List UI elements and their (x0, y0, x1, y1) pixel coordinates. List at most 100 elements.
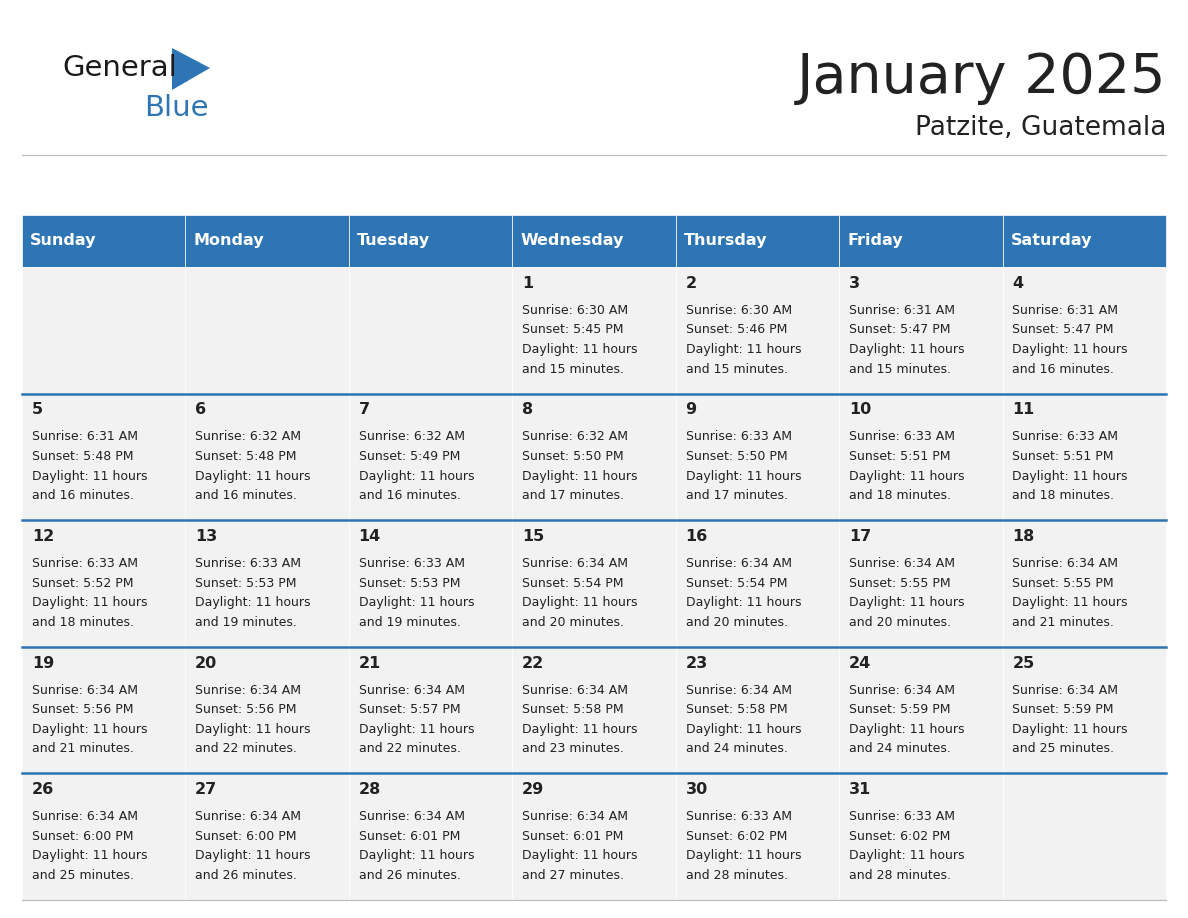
Text: Daylight: 11 hours: Daylight: 11 hours (32, 470, 147, 483)
Bar (1003, 394, 1165, 521)
Text: and 16 minutes.: and 16 minutes. (32, 489, 134, 502)
Text: Sunrise: 6:32 AM: Sunrise: 6:32 AM (195, 431, 302, 443)
Bar (512, 647, 676, 773)
Text: 16: 16 (685, 529, 708, 544)
Text: Sunset: 6:00 PM: Sunset: 6:00 PM (195, 830, 297, 843)
Text: 18: 18 (1012, 529, 1035, 544)
Text: Sunrise: 6:33 AM: Sunrise: 6:33 AM (849, 810, 955, 823)
Bar (839, 647, 1003, 773)
Text: Sunrise: 6:34 AM: Sunrise: 6:34 AM (32, 684, 138, 697)
Text: Sunday: Sunday (30, 233, 96, 249)
Text: Sunrise: 6:33 AM: Sunrise: 6:33 AM (685, 431, 791, 443)
Text: 14: 14 (359, 529, 381, 544)
Text: 27: 27 (195, 782, 217, 797)
Text: 5: 5 (32, 402, 43, 418)
Text: Sunset: 5:51 PM: Sunset: 5:51 PM (849, 450, 950, 463)
Text: Sunset: 5:48 PM: Sunset: 5:48 PM (195, 450, 297, 463)
Text: Sunrise: 6:34 AM: Sunrise: 6:34 AM (195, 684, 302, 697)
Text: and 25 minutes.: and 25 minutes. (32, 869, 134, 882)
Text: 20: 20 (195, 655, 217, 671)
Text: Daylight: 11 hours: Daylight: 11 hours (1012, 470, 1127, 483)
Bar (185, 215, 349, 267)
Text: Sunset: 5:51 PM: Sunset: 5:51 PM (1012, 450, 1114, 463)
Bar (185, 267, 349, 394)
Text: Daylight: 11 hours: Daylight: 11 hours (195, 722, 311, 735)
Text: and 24 minutes.: and 24 minutes. (849, 743, 950, 756)
Text: Sunset: 5:53 PM: Sunset: 5:53 PM (195, 577, 297, 589)
Text: Sunrise: 6:34 AM: Sunrise: 6:34 AM (1012, 557, 1118, 570)
Text: Daylight: 11 hours: Daylight: 11 hours (1012, 596, 1127, 610)
Text: Sunrise: 6:34 AM: Sunrise: 6:34 AM (359, 684, 465, 697)
Bar (23, 647, 185, 773)
Text: Sunset: 6:01 PM: Sunset: 6:01 PM (522, 830, 624, 843)
Bar (185, 647, 349, 773)
Text: Sunrise: 6:33 AM: Sunrise: 6:33 AM (195, 557, 302, 570)
Bar (1003, 521, 1165, 647)
Text: 30: 30 (685, 782, 708, 797)
Text: 7: 7 (359, 402, 369, 418)
Text: Daylight: 11 hours: Daylight: 11 hours (522, 722, 638, 735)
Text: 6: 6 (195, 402, 207, 418)
Text: Sunset: 5:59 PM: Sunset: 5:59 PM (1012, 703, 1114, 716)
Text: Friday: Friday (847, 233, 903, 249)
Bar (676, 267, 839, 394)
Bar (1003, 215, 1165, 267)
Text: General: General (62, 54, 177, 82)
Bar (349, 521, 512, 647)
Text: Sunrise: 6:33 AM: Sunrise: 6:33 AM (1012, 431, 1118, 443)
Text: and 17 minutes.: and 17 minutes. (522, 489, 624, 502)
Text: Sunrise: 6:34 AM: Sunrise: 6:34 AM (359, 810, 465, 823)
Text: and 25 minutes.: and 25 minutes. (1012, 743, 1114, 756)
Bar (1003, 773, 1165, 900)
Text: 17: 17 (849, 529, 871, 544)
Bar (676, 215, 839, 267)
Text: Daylight: 11 hours: Daylight: 11 hours (522, 343, 638, 356)
Bar (1003, 647, 1165, 773)
Text: and 19 minutes.: and 19 minutes. (359, 616, 461, 629)
Text: Daylight: 11 hours: Daylight: 11 hours (195, 849, 311, 862)
Bar (512, 521, 676, 647)
Text: Daylight: 11 hours: Daylight: 11 hours (32, 722, 147, 735)
Text: Daylight: 11 hours: Daylight: 11 hours (685, 343, 801, 356)
Text: Sunset: 5:54 PM: Sunset: 5:54 PM (522, 577, 624, 589)
Text: and 15 minutes.: and 15 minutes. (522, 363, 624, 375)
Text: Sunrise: 6:34 AM: Sunrise: 6:34 AM (32, 810, 138, 823)
Text: Daylight: 11 hours: Daylight: 11 hours (685, 849, 801, 862)
Text: 2: 2 (685, 276, 696, 291)
Bar (839, 773, 1003, 900)
Text: Thursday: Thursday (684, 233, 767, 249)
Text: Daylight: 11 hours: Daylight: 11 hours (195, 596, 311, 610)
Text: Patzite, Guatemala: Patzite, Guatemala (915, 115, 1165, 141)
Text: Daylight: 11 hours: Daylight: 11 hours (522, 596, 638, 610)
Bar (512, 267, 676, 394)
Text: and 19 minutes.: and 19 minutes. (195, 616, 297, 629)
Text: and 18 minutes.: and 18 minutes. (849, 489, 950, 502)
Text: and 16 minutes.: and 16 minutes. (1012, 363, 1114, 375)
Text: 8: 8 (522, 402, 533, 418)
Text: Sunrise: 6:30 AM: Sunrise: 6:30 AM (685, 304, 791, 317)
Text: Daylight: 11 hours: Daylight: 11 hours (359, 849, 474, 862)
Bar (349, 215, 512, 267)
Text: Sunrise: 6:32 AM: Sunrise: 6:32 AM (359, 431, 465, 443)
Text: 19: 19 (32, 655, 55, 671)
Bar (839, 394, 1003, 521)
Bar (676, 647, 839, 773)
Text: and 20 minutes.: and 20 minutes. (685, 616, 788, 629)
Bar (839, 267, 1003, 394)
Text: Daylight: 11 hours: Daylight: 11 hours (685, 470, 801, 483)
Text: Sunset: 6:01 PM: Sunset: 6:01 PM (359, 830, 460, 843)
Text: Sunrise: 6:33 AM: Sunrise: 6:33 AM (849, 431, 955, 443)
Bar (23, 394, 185, 521)
Text: Sunset: 5:47 PM: Sunset: 5:47 PM (849, 323, 950, 336)
Bar (676, 773, 839, 900)
Text: and 20 minutes.: and 20 minutes. (849, 616, 950, 629)
Text: Daylight: 11 hours: Daylight: 11 hours (522, 470, 638, 483)
Bar (23, 267, 185, 394)
Bar (349, 773, 512, 900)
Text: 26: 26 (32, 782, 55, 797)
Text: January 2025: January 2025 (796, 51, 1165, 105)
Text: 4: 4 (1012, 276, 1024, 291)
Bar (185, 521, 349, 647)
Text: Sunrise: 6:33 AM: Sunrise: 6:33 AM (359, 557, 465, 570)
Text: Sunrise: 6:34 AM: Sunrise: 6:34 AM (849, 684, 955, 697)
